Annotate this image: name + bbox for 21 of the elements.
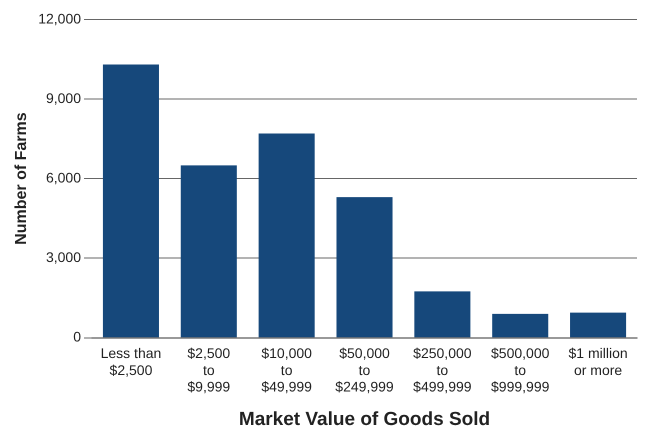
x-tick-label: $1 million or more [568, 345, 628, 378]
y-tick-label: 12,000 [38, 10, 82, 26]
x-tick-label: $10,000 to $49,999 [261, 345, 312, 395]
x-tick-label: $2,500 to $9,999 [187, 345, 230, 395]
bar [336, 197, 393, 338]
y-tick-label: 6,000 [46, 169, 82, 186]
x-tick-label: $500,000 to $999,999 [491, 345, 550, 395]
bar [102, 64, 159, 338]
bar [414, 291, 470, 338]
bar [570, 312, 626, 338]
x-tick-label: Less than $2,500 [100, 345, 162, 378]
bar [492, 314, 548, 338]
y-tick-label: 0 [73, 328, 82, 345]
bar [180, 165, 237, 338]
x-tick-label: $50,000 to $249,999 [335, 345, 394, 395]
x-tick-label: $250,000 to $499,999 [413, 345, 472, 395]
y-tick-label: 9,000 [46, 90, 82, 106]
y-axis-title: Number of Farms [13, 112, 30, 245]
y-tick-label: 3,000 [46, 249, 82, 266]
x-axis-title: Market Value of Goods Sold [238, 408, 490, 430]
bar [258, 133, 315, 338]
